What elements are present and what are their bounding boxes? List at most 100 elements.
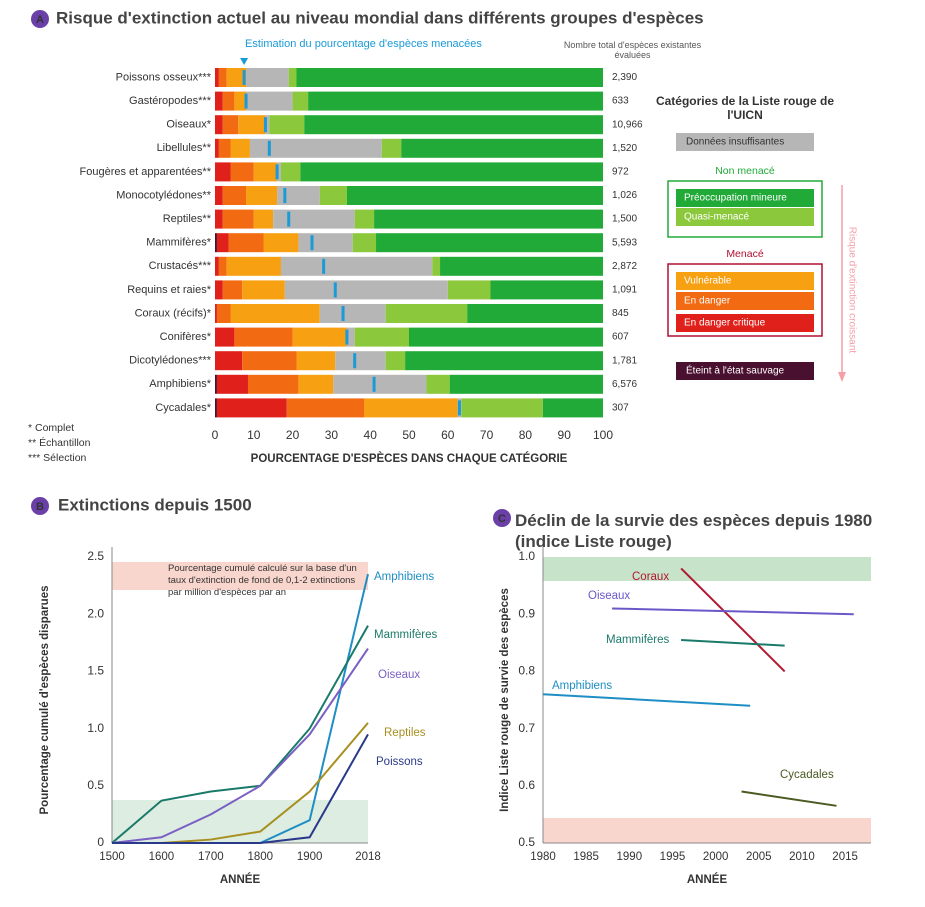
- series-label: Reptiles: [384, 727, 426, 739]
- total-label: 1,026: [612, 190, 637, 201]
- bar-segment: [374, 209, 603, 229]
- category-label: Monocotylédones**: [116, 189, 212, 201]
- x-tick-label: 1980: [530, 851, 556, 863]
- bar-segment: [230, 162, 254, 182]
- band: [543, 818, 871, 843]
- legend-label: Quasi-menacé: [684, 212, 749, 223]
- category-label: Mammifères*: [146, 237, 212, 249]
- bar-segment: [215, 138, 219, 158]
- x-tick-label: 1900: [297, 851, 323, 863]
- series-label: Coraux: [632, 571, 669, 583]
- category-label: Conifères*: [160, 331, 212, 343]
- bar-segment: [222, 280, 243, 300]
- bar-segment: [215, 374, 217, 394]
- bar-segment: [319, 186, 347, 205]
- bar-segment: [222, 91, 235, 111]
- bar-segment: [284, 280, 448, 300]
- bar-segment: [298, 374, 334, 394]
- series-line: [612, 607, 854, 616]
- x-tick-label: 100: [593, 428, 613, 442]
- x-tick-label: 2015: [832, 851, 858, 863]
- category-label: Cycadales*: [155, 402, 211, 414]
- bar-segment: [215, 327, 235, 347]
- x-axis-label: POURCENTAGE D'ESPÈCES DANS CHAQUE CATÉGO…: [251, 452, 568, 465]
- x-tick-label: 1985: [573, 851, 599, 863]
- x-tick-label: 2018: [355, 851, 381, 863]
- series-line: [111, 647, 369, 844]
- bar-segment: [449, 374, 603, 394]
- totals-title: Nombre total d'espèces existantes évalué…: [563, 40, 702, 60]
- bar-segment: [542, 398, 603, 418]
- bar-segment: [228, 233, 264, 253]
- estimate-pointer: [240, 58, 249, 65]
- y-tick-label: 0.5: [87, 778, 104, 792]
- legend-group-box: [667, 263, 823, 337]
- x-tick-label: 60: [441, 428, 455, 442]
- category-label: Requins et raies*: [127, 284, 211, 296]
- bar-segment: [277, 186, 320, 205]
- x-tick-label: 2010: [789, 851, 815, 863]
- x-tick-label: 1800: [247, 851, 273, 863]
- bar-segment: [215, 115, 223, 135]
- bar-segment: [247, 374, 299, 394]
- x-tick-label: 1990: [617, 851, 643, 863]
- category-label: Oiseaux*: [166, 119, 211, 131]
- badge: [493, 509, 511, 527]
- total-label: 6,576: [612, 379, 637, 390]
- bar-segment: [215, 209, 223, 229]
- chart-title: Risque d'extinction actuel au niveau mon…: [56, 8, 704, 27]
- total-label: 1,500: [612, 214, 637, 225]
- bar-segment: [249, 138, 382, 158]
- bar-segment: [242, 280, 285, 300]
- risk-arrow-head: [838, 372, 846, 382]
- bar-segment: [215, 186, 223, 205]
- bar-segment: [226, 68, 247, 87]
- series-line: [741, 790, 837, 807]
- bar-segment: [288, 68, 297, 87]
- legend-label: Éteint à l'état sauvage: [686, 364, 785, 377]
- category-label: Coraux (récifs)*: [135, 307, 212, 319]
- bar-segment: [376, 233, 603, 253]
- bar-segment: [292, 327, 347, 347]
- x-tick-label: 10: [247, 428, 261, 442]
- category-label: Crustacés***: [149, 260, 212, 272]
- bar-segment: [461, 398, 543, 418]
- bar-segment: [238, 115, 266, 135]
- x-tick-label: 80: [519, 428, 533, 442]
- bar-segment: [215, 351, 243, 371]
- bar-segment: [215, 91, 223, 111]
- total-label: 2,390: [612, 72, 637, 83]
- legend-label: En danger critique: [684, 318, 766, 329]
- bar-segment: [308, 91, 603, 111]
- bar-segment: [286, 398, 365, 418]
- x-tick-label: 50: [402, 428, 416, 442]
- bar-segment: [426, 374, 450, 394]
- band: [112, 800, 368, 843]
- badge: [31, 10, 49, 28]
- category-label: Amphibiens*: [149, 378, 211, 390]
- bar-segment: [333, 374, 427, 394]
- total-label: 2,872: [612, 261, 637, 272]
- bar-segment: [385, 304, 468, 323]
- band: [543, 557, 871, 581]
- bar-segment: [280, 162, 301, 182]
- bar-segment: [246, 186, 278, 205]
- bar-segment: [352, 233, 377, 253]
- chart-title: Déclin de la survie des espèces depuis 1…: [515, 511, 873, 551]
- total-label: 845: [612, 308, 629, 319]
- bar-segment: [405, 351, 603, 371]
- chart-title: Extinctions depuis 1500: [58, 495, 252, 514]
- x-tick-label: 20: [286, 428, 300, 442]
- y-axis-label: Pourcentage cumulé d'espèces disparues: [39, 586, 51, 815]
- bar-segment: [304, 115, 603, 135]
- bar-segment: [280, 256, 433, 276]
- x-tick-label: 70: [480, 428, 494, 442]
- legend-swatch: [676, 314, 814, 332]
- legend-group-label: Non menacé: [715, 165, 775, 177]
- footnote: *** Sélection: [28, 452, 87, 464]
- category-label: Fougères et apparentées**: [80, 166, 212, 178]
- series-label: Mammifères: [606, 634, 670, 646]
- bar-segment: [263, 233, 299, 253]
- series-line: [681, 638, 785, 647]
